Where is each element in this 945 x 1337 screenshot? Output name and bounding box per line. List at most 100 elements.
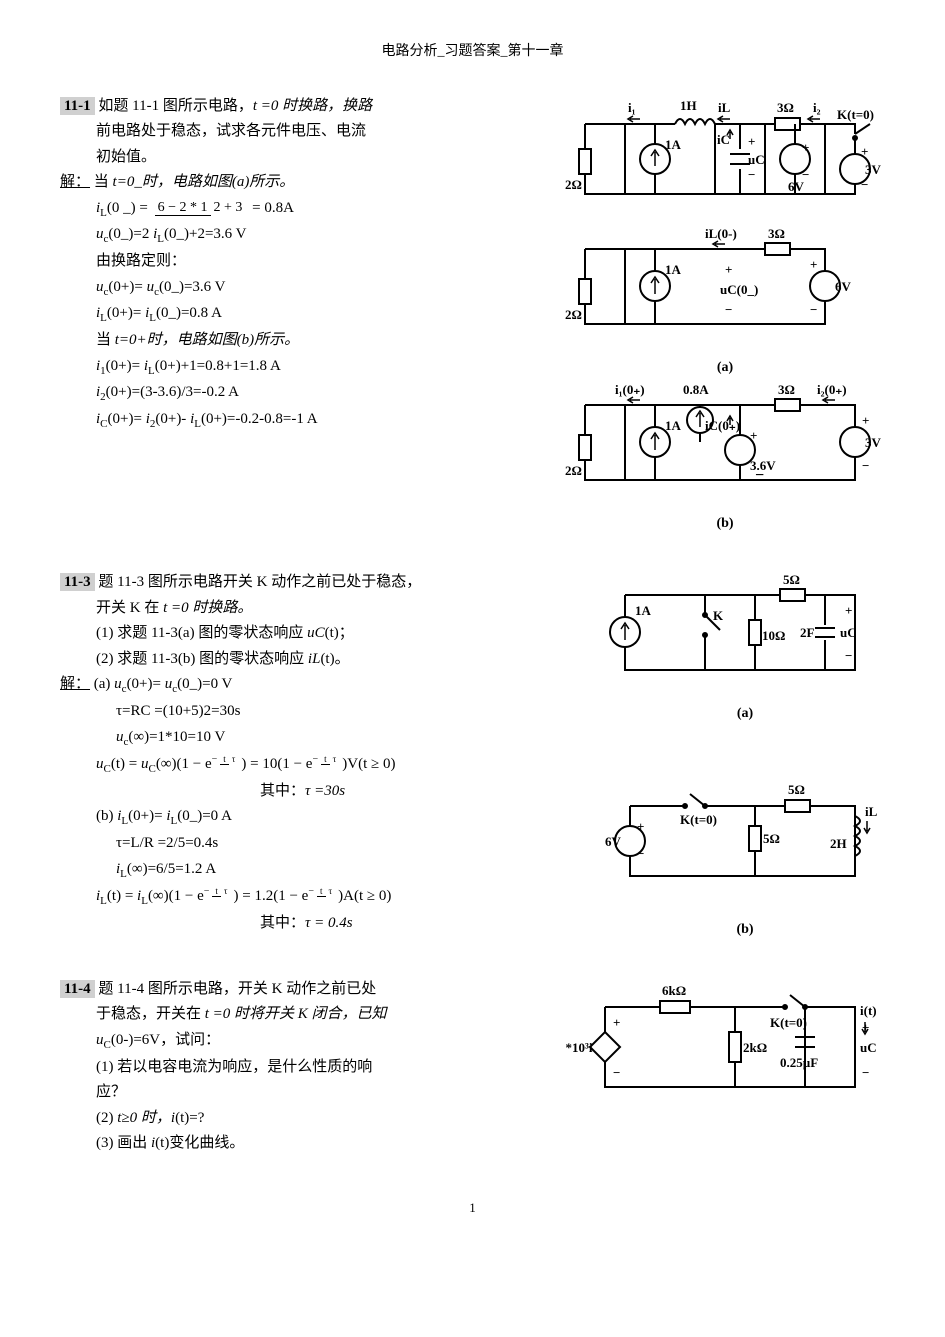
eq: (0_)+2=3.6 V: [164, 226, 246, 242]
label: K(t=0): [770, 1015, 807, 1030]
eq: (0+)=-0.2-0.8=-1 A: [201, 411, 318, 427]
problem-text: 11-3 题 11-3 图所示电路开关 K 动作之前已处于稳态， 开关 K 在 …: [60, 570, 585, 936]
eq: = 0.8A: [252, 200, 294, 216]
label: 3Ω: [777, 100, 794, 115]
solution-label: 解：: [60, 174, 90, 190]
var: u: [147, 279, 155, 295]
question-text: (2) 求题 11-3(b) 图的零状态响应: [96, 651, 308, 667]
sub: L: [100, 895, 107, 907]
label: 6V: [835, 279, 852, 294]
step: 当: [96, 332, 115, 348]
sub: C: [148, 763, 155, 775]
problem-number: 11-4: [60, 980, 95, 998]
sub: C: [104, 1039, 111, 1051]
label: 1A: [665, 418, 682, 433]
step: 由换路定则：: [60, 249, 545, 275]
svg-text:−: −: [613, 1065, 620, 1080]
question-text: 题 11-3 图所示电路开关 K 动作之前已处于稳态，: [98, 574, 421, 590]
svg-text:+: +: [750, 428, 757, 443]
denominator: τ: [229, 754, 239, 764]
var: u: [96, 226, 104, 242]
question-text: (0-)=6V，试问：: [111, 1032, 220, 1048]
denominator: 2 + 3: [211, 200, 246, 215]
sub: C: [104, 763, 111, 775]
label: i₂(0₊): [817, 382, 847, 397]
eq: (0+)=(3-3.6)/3=-0.2 A: [106, 384, 239, 400]
label: uC: [860, 1040, 877, 1055]
problem-number: 11-3: [60, 573, 95, 591]
question-text: (3) 画出: [96, 1135, 151, 1151]
sub: L: [100, 207, 107, 219]
denominator: τ: [330, 754, 340, 764]
var: u: [114, 676, 122, 692]
question-text: t =0 时将开关 K 闭合，已知: [205, 1006, 387, 1022]
var-t: t =0 时换路，换路: [253, 98, 372, 114]
label: K(t=0): [837, 107, 874, 122]
problem-text: 11-4 题 11-4 图所示电路，开关 K 动作之前已处 于稳态，开关在 t …: [60, 977, 545, 1157]
question-text: 初始值。: [60, 145, 545, 171]
var: uC: [307, 625, 325, 641]
svg-text:+: +: [748, 134, 755, 149]
label: 2Ω: [565, 307, 582, 322]
numerator: 6 − 2 * 1: [155, 200, 211, 216]
label: uC: [748, 152, 765, 167]
eq: (∞)=1*10=10 V: [128, 729, 225, 745]
label: iC(0₊): [705, 418, 740, 433]
eq: (0+)=: [107, 305, 145, 321]
label: uC: [840, 625, 857, 640]
eq: (0+)=: [108, 411, 146, 427]
numerator: t: [321, 754, 330, 765]
label: iL: [865, 804, 878, 819]
question-text: t≥0 时，: [117, 1110, 171, 1126]
svg-text:+: +: [845, 603, 852, 618]
label: iC: [717, 132, 730, 147]
question-text: 于稳态，开关在: [96, 1006, 205, 1022]
label: 1A: [665, 262, 682, 277]
svg-text:+: +: [810, 257, 817, 272]
label: 2Ω: [565, 463, 582, 478]
figure-column: 5Ω 1A K 10Ω 2F uC +− (a): [605, 570, 885, 942]
label: 0.25µF: [780, 1055, 818, 1070]
label: K(t=0): [680, 812, 717, 827]
var: u: [96, 279, 104, 295]
svg-text:−: −: [755, 467, 764, 484]
numerator: t: [317, 886, 326, 897]
eq: (0 _) =: [107, 200, 152, 216]
tau: τ =30s: [305, 783, 345, 799]
figure-column: i₁ 1H iL 3Ω i₂ 1A iC uC K(t=0) 2Ω 6V 3V …: [565, 94, 885, 536]
caption: (b): [605, 918, 885, 942]
eq: (0_)=0 A: [177, 808, 232, 824]
question-text: 开关 K 在: [96, 600, 163, 616]
question-text: (t)变化曲线。: [155, 1135, 244, 1151]
svg-text:−: −: [862, 1065, 869, 1080]
label: 10Ω: [762, 628, 785, 643]
var: u: [96, 1032, 104, 1048]
problem-11-4: 11-4 题 11-4 图所示电路，开关 K 动作之前已处 于稳态，开关在 t …: [60, 977, 885, 1157]
circuit-11-3b: 5Ω K(t=0) 6V 5Ω 2H iL +−: [605, 776, 885, 916]
where: 其中：: [260, 783, 305, 799]
numerator: t: [212, 886, 221, 897]
svg-text:+: +: [861, 144, 868, 159]
eq: (0_)=0.8 A: [156, 305, 222, 321]
svg-text:−: −: [862, 458, 869, 473]
svg-text:+: +: [802, 140, 809, 155]
caption: (a): [565, 356, 885, 380]
step: (b): [96, 808, 117, 824]
var: u: [96, 756, 104, 772]
label: 2F: [800, 625, 815, 640]
svg-text:−: −: [748, 167, 755, 182]
step: t=0+时，电路如图(b)所示。: [115, 332, 299, 348]
figure-column: 6kΩ K(t=0) i(t) 2*10³i 2kΩ 0.25µF uC +− …: [565, 977, 885, 1117]
label: 5Ω: [763, 831, 780, 846]
fraction: 6 − 2 * 12 + 3: [155, 196, 246, 220]
svg-text:−: −: [637, 846, 644, 861]
var: u: [116, 729, 124, 745]
svg-text:−: −: [802, 167, 809, 182]
label: uC(0_): [720, 282, 758, 297]
svg-text:−: −: [861, 177, 868, 192]
label: 1H: [680, 98, 697, 113]
eq: (0+)=: [108, 279, 146, 295]
svg-text:−: −: [810, 302, 817, 317]
circuit-11-1a: iL(0-) 3Ω 1A 2Ω uC(0_) 6V +− +−: [565, 224, 865, 354]
label: 6kΩ: [662, 983, 686, 998]
